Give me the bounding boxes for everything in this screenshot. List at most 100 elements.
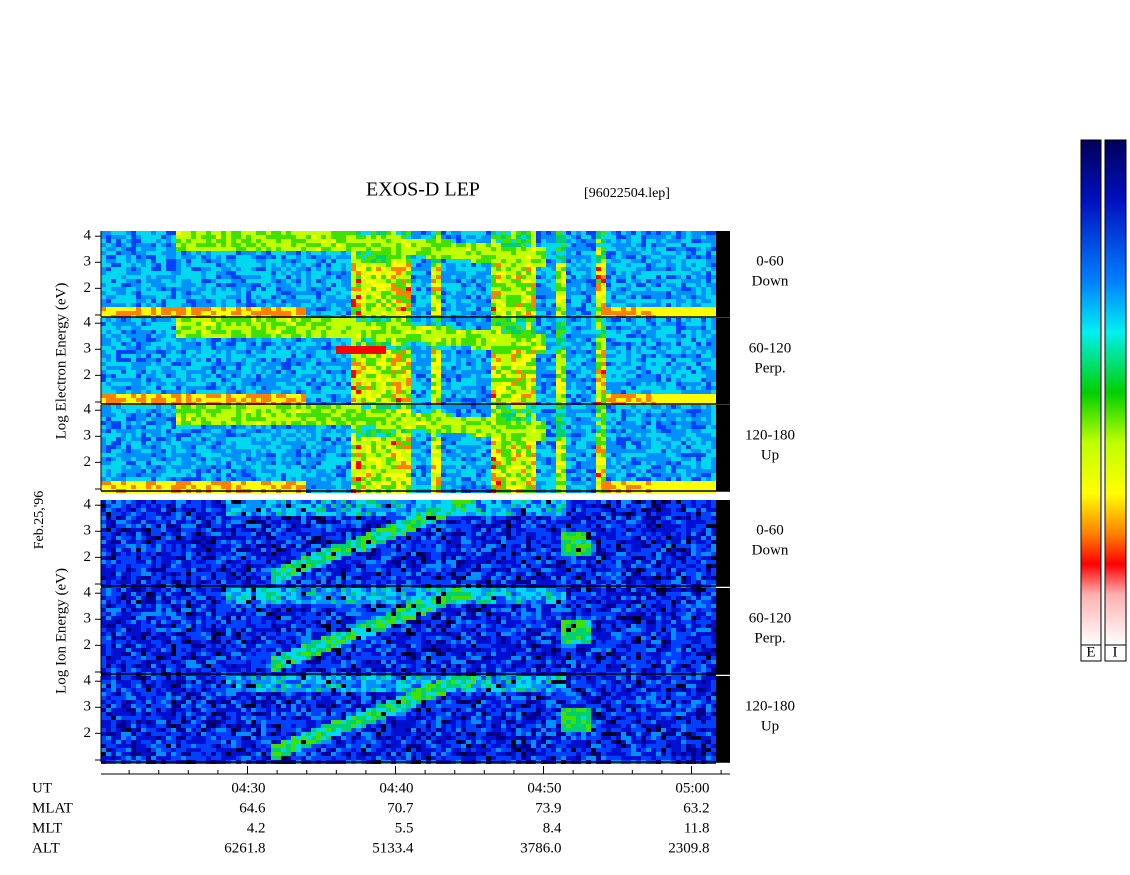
row-label: MLT bbox=[32, 820, 62, 836]
spectrogram-cells bbox=[101, 676, 716, 764]
x-tick-label: 04:50 bbox=[527, 780, 561, 796]
title: EXOS-D LEP bbox=[366, 179, 480, 201]
ephemeris-value: 5.5 bbox=[395, 820, 414, 836]
direction: Down bbox=[752, 542, 789, 558]
y-tick-label: 3 bbox=[84, 254, 92, 270]
y-tick-label: 3 bbox=[84, 699, 92, 715]
ephemeris-value: 11.8 bbox=[684, 820, 710, 836]
y-tick-label: 4 bbox=[84, 673, 92, 689]
spectrogram-cells bbox=[101, 500, 716, 588]
spectrograms bbox=[101, 231, 730, 764]
pitch-angle: 120-180 bbox=[745, 698, 795, 714]
spectrogram-cells bbox=[101, 405, 711, 493]
y-tick-label: 2 bbox=[84, 725, 92, 741]
spectrogram-cells bbox=[366, 405, 601, 437]
direction: Up bbox=[761, 447, 779, 463]
spectrogram-cells bbox=[101, 231, 716, 319]
spectrogram-cells bbox=[101, 500, 716, 588]
data-gap bbox=[716, 318, 730, 404]
data-gap bbox=[716, 500, 730, 586]
x-tick-label: 05:00 bbox=[675, 780, 709, 796]
y-tick-label: 3 bbox=[84, 611, 92, 627]
y-tick-label: 4 bbox=[84, 228, 92, 244]
spectrogram-cells bbox=[101, 676, 716, 764]
y-tick-label: 4 bbox=[84, 402, 92, 418]
spectrogram-cells bbox=[226, 588, 591, 672]
spectrogram-cells bbox=[101, 231, 716, 319]
spectrogram-cells bbox=[101, 676, 716, 764]
spectrogram-cells bbox=[356, 318, 606, 350]
pitch-angle: 120-180 bbox=[745, 427, 795, 443]
y-tick-label: 2 bbox=[84, 454, 92, 470]
spectrogram-cells bbox=[101, 500, 716, 588]
pitch-angle: 60-120 bbox=[749, 340, 792, 356]
file-name: [96022504.lep] bbox=[584, 186, 670, 201]
ephemeris-value: 6261.8 bbox=[224, 840, 265, 856]
ephemeris-value: 8.4 bbox=[543, 820, 562, 836]
date: Feb.25,'96 bbox=[32, 491, 47, 550]
spectrogram-cells bbox=[101, 588, 716, 676]
row-label: MLAT bbox=[32, 800, 73, 816]
spectrogram-cells bbox=[101, 318, 711, 406]
data-gap bbox=[716, 676, 730, 762]
ephemeris-value: 70.7 bbox=[387, 800, 414, 816]
ephemeris-value: 5133.4 bbox=[372, 840, 414, 856]
species-axis-label: Log Ion Energy (eV) bbox=[53, 568, 69, 694]
y-tick-label: 3 bbox=[84, 523, 92, 539]
species-axis-label: Log Electron Energy (eV) bbox=[53, 283, 69, 440]
data-gap bbox=[716, 405, 730, 491]
colorbar bbox=[1104, 139, 1127, 646]
spectrogram-cells bbox=[176, 231, 606, 319]
ephemeris-value: 63.2 bbox=[683, 800, 709, 816]
y-tick-label: 2 bbox=[84, 280, 92, 296]
row-label: UT bbox=[32, 780, 52, 796]
colorbar-label: E bbox=[1086, 644, 1095, 660]
direction: Down bbox=[752, 273, 789, 289]
spectrogram-cells bbox=[101, 676, 716, 764]
pitch-angle: 0-60 bbox=[756, 522, 784, 538]
axes: 2 3 4 0-60 Down 2 3 4 60-120 Perp. 2 3 4 120-180 Up 2 3 4… bbox=[32, 228, 795, 857]
spectrogram-cells bbox=[231, 500, 591, 584]
pitch-angle: 60-120 bbox=[749, 610, 792, 626]
spectrogram-cells bbox=[101, 437, 651, 493]
y-tick-label: 3 bbox=[84, 341, 92, 357]
spectrogram-cells bbox=[101, 231, 716, 319]
direction: Perp. bbox=[754, 360, 785, 376]
spectrogram-cells bbox=[101, 500, 716, 588]
spectrogram-cells bbox=[101, 405, 716, 493]
ephemeris-value: 4.2 bbox=[247, 820, 266, 836]
y-tick-label: 2 bbox=[84, 549, 92, 565]
y-tick-label: 4 bbox=[84, 497, 92, 513]
x-tick-label: 04:30 bbox=[231, 780, 265, 796]
spectrogram-cells bbox=[101, 350, 656, 406]
row-label: ALT bbox=[32, 840, 60, 856]
spectrogram-cells bbox=[101, 318, 716, 406]
colorbar-label-box bbox=[1080, 644, 1102, 662]
colorbar bbox=[1080, 139, 1102, 646]
direction: Up bbox=[761, 718, 779, 734]
ephemeris-value: 2309.8 bbox=[668, 840, 709, 856]
spectrogram-cells bbox=[271, 676, 591, 756]
spectrogram-cells bbox=[101, 318, 716, 406]
direction: Perp. bbox=[754, 630, 785, 646]
spectrogram-cells bbox=[176, 231, 606, 319]
spectrogram-cells bbox=[101, 588, 716, 676]
y-tick-label: 4 bbox=[84, 585, 92, 601]
spectrogram-cells bbox=[101, 588, 716, 676]
ephemeris-value: 64.6 bbox=[239, 800, 266, 816]
spectrogram-cells bbox=[176, 405, 606, 493]
spectrogram-cells bbox=[101, 500, 716, 588]
y-tick-label: 4 bbox=[84, 315, 92, 331]
colorbar-label: I bbox=[1113, 644, 1118, 660]
data-gap bbox=[716, 231, 730, 317]
data-gap bbox=[716, 588, 730, 674]
ephemeris-value: 73.9 bbox=[535, 800, 561, 816]
spectrogram-cells bbox=[336, 346, 606, 406]
spectrogram-cells bbox=[226, 500, 591, 584]
y-tick-label: 2 bbox=[84, 637, 92, 653]
pitch-angle: 0-60 bbox=[756, 253, 784, 269]
spectrogram-cells bbox=[101, 405, 716, 493]
colorbar-label-box bbox=[1104, 644, 1127, 662]
spectrogram-cells bbox=[101, 263, 656, 319]
